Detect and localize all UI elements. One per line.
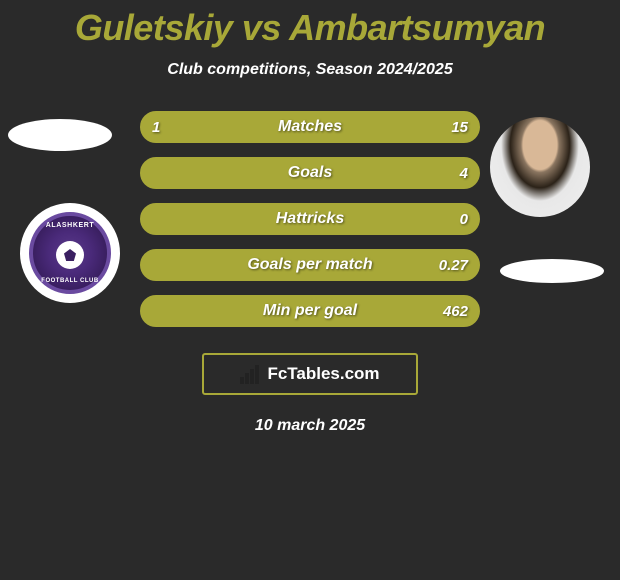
page-title: Guletskiy vs Ambartsumyan <box>0 0 620 49</box>
stat-right-value: 0.27 <box>439 257 468 274</box>
stat-bars: 1 Matches 15 Goals 4 Hattricks 0 Goals p… <box>140 111 480 327</box>
stat-label: Matches <box>278 118 342 136</box>
stat-label: Min per goal <box>263 302 357 320</box>
comparison-panel: ALASHKERT FOOTBALL CLUB 1 Matches 15 Goa… <box>0 111 620 435</box>
date-text: 10 march 2025 <box>0 417 620 435</box>
brand-box: FcTables.com <box>202 353 418 395</box>
stat-label: Goals <box>288 164 332 182</box>
club-badge-top-text: ALASHKERT <box>46 222 95 229</box>
subtitle: Club competitions, Season 2024/2025 <box>0 61 620 79</box>
player-right-shadow <box>500 259 604 283</box>
stat-bar-min-per-goal: Min per goal 462 <box>140 295 480 327</box>
stat-right-value: 4 <box>460 165 468 182</box>
stat-bar-goals-per-match: Goals per match 0.27 <box>140 249 480 281</box>
stat-right-value: 462 <box>443 303 468 320</box>
club-badge-bottom-text: FOOTBALL CLUB <box>41 278 98 284</box>
stat-label: Hattricks <box>276 210 344 228</box>
stat-bar-matches: 1 Matches 15 <box>140 111 480 143</box>
soccer-ball-icon <box>56 241 84 269</box>
player-left-avatar-placeholder <box>8 119 112 151</box>
brand-text: FcTables.com <box>267 364 379 384</box>
club-badge: ALASHKERT FOOTBALL CLUB <box>20 203 120 303</box>
stat-bar-goals: Goals 4 <box>140 157 480 189</box>
player-right-avatar <box>490 117 590 217</box>
stat-bar-hattricks: Hattricks 0 <box>140 203 480 235</box>
stat-right-value: 0 <box>460 211 468 228</box>
stat-right-value: 15 <box>451 119 468 136</box>
stat-left-value: 1 <box>152 119 160 136</box>
stat-label: Goals per match <box>247 256 372 274</box>
bar-chart-icon <box>240 365 259 384</box>
